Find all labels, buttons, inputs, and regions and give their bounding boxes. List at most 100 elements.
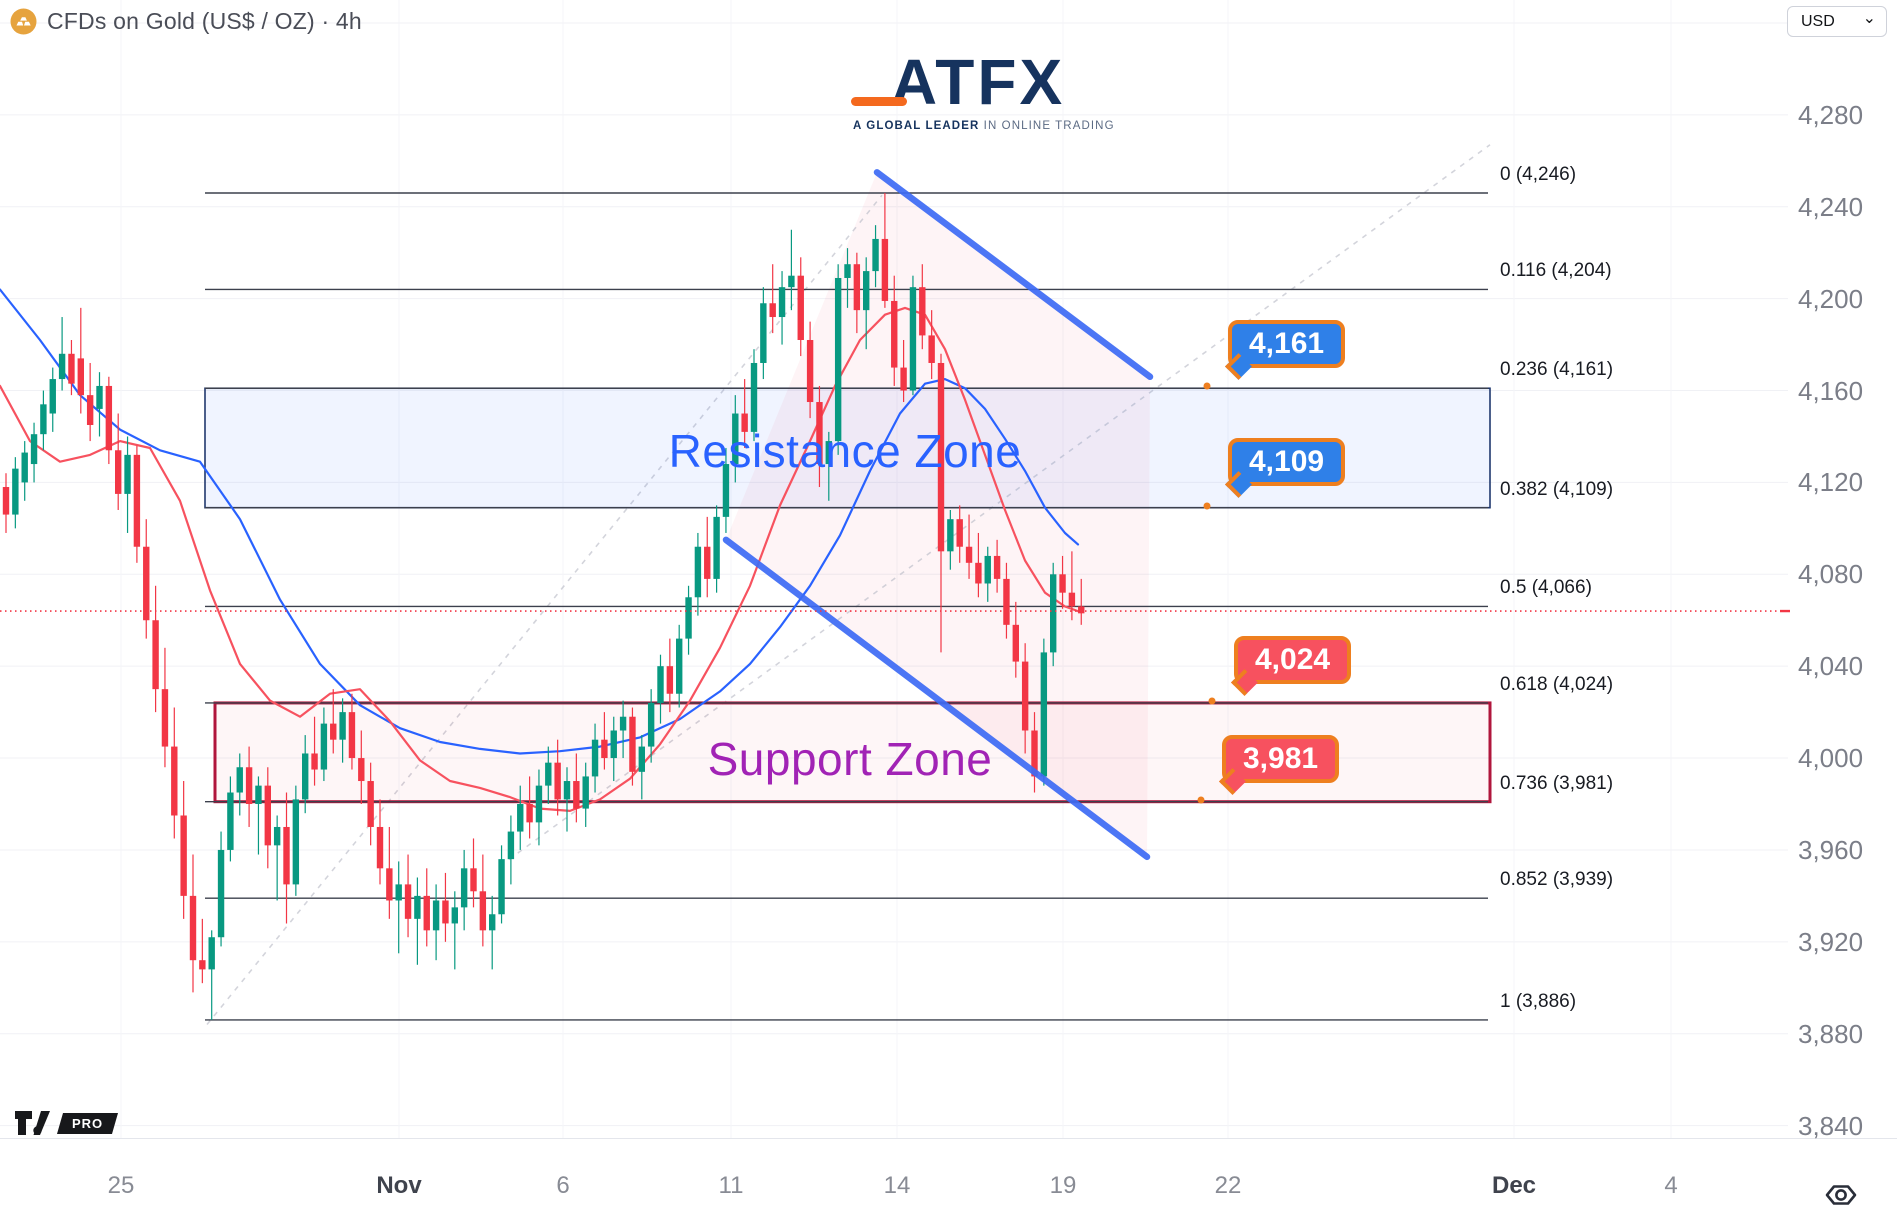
candle-body [395,884,402,901]
candle-body [292,799,300,885]
candle-body [348,712,356,759]
candle-body [1050,574,1057,653]
candle-body [928,335,935,363]
candle-body [49,379,56,414]
price-axis-label: 4,080 [1798,559,1864,590]
callout-anchor-dot [1203,502,1211,510]
atfx-logo-subtitle: A GLOBAL LEADER IN ONLINE TRADING [853,120,1115,132]
candle-body [517,804,524,832]
tradingview-logo[interactable]: PRO [14,1110,119,1136]
candle-body [853,264,861,311]
price-callout-4161[interactable]: 4,161 [1225,320,1346,380]
atfx-logo-accent-bar [851,97,907,106]
price-axis-label: 4,240 [1798,191,1864,222]
currency-select[interactable]: USD ⌄ [1787,6,1887,37]
candle-body [217,849,225,938]
atfx-logo: ATFX A GLOBAL LEADER IN ONLINE TRADING [851,50,1115,132]
fib-level-label: 0.382 (4,109) [1500,478,1614,500]
symbol-header: CFDs on Gold (US$ / OZ) · 4h [10,8,362,35]
candle-body [12,468,19,515]
time-axis-separator [0,1138,1897,1139]
time-axis-label-nov: Nov [376,1172,422,1199]
candle-body [610,730,617,759]
candle-body [1059,574,1066,593]
lower-flag-line [722,536,1151,861]
candle-body [189,895,197,961]
pro-badge: PRO [56,1112,119,1134]
chevron-down-icon: ⌄ [1862,9,1876,27]
candle-body [86,395,94,425]
candle-body [376,826,384,869]
candle-body [573,781,580,809]
fib-anchor-line [206,194,883,1026]
candle-body [1012,624,1019,662]
candle-body [115,450,122,494]
candle-body [96,385,103,409]
candle-body [1068,592,1076,607]
candle-body [760,303,767,363]
fib-level-label: 1 (3,886) [1500,990,1577,1012]
candle-body [863,271,870,311]
candle-body [545,762,552,786]
candle-body [1040,652,1048,777]
candle-body [601,739,608,759]
time-axis-label-4: 4 [1664,1172,1678,1199]
candle-body [956,519,963,547]
time-axis-label-6: 6 [556,1172,570,1199]
candle-body [713,516,720,579]
price-axis-label: 4,040 [1798,651,1864,682]
candle-body [302,753,309,800]
candle-body [77,358,84,396]
candle-body [489,914,496,931]
candle-body [704,546,711,579]
candle-body [236,767,243,793]
candle-body [479,891,487,931]
candle-body [432,900,440,931]
candle-body [582,776,589,809]
fib-level-label: 0.116 (4,204) [1500,260,1612,282]
candle-body [208,937,215,970]
price-axis-label: 4,280 [1798,99,1864,130]
candle-body [676,638,683,694]
price-callout-4109[interactable]: 4,109 [1225,438,1346,498]
candle-body [68,353,75,384]
candle-body [975,562,982,584]
candle-body [227,792,234,850]
support-zone-label: Support Zone [707,733,993,785]
settings-nut-icon[interactable] [1824,1178,1858,1212]
candle-body [984,555,991,584]
time-axis-label-22: 22 [1214,1172,1242,1199]
callout-anchor-dot [1203,382,1211,390]
candle-body [694,546,702,598]
upper-flag-line [873,169,1154,381]
price-callout-3981[interactable]: 3,981 [1219,735,1340,795]
candle-body [629,716,636,772]
candle-body [919,287,926,336]
candle-body [834,277,842,442]
fib-level-label: 0.236 (4,161) [1500,359,1614,381]
candle-body [339,712,346,740]
candle-body [152,620,159,690]
gold-icon [10,8,37,35]
candle-body [133,454,141,547]
candle-body [470,868,477,892]
price-callout-4024[interactable]: 4,024 [1231,636,1352,696]
candle-body [105,385,113,451]
tradingview-mark-icon [15,1111,50,1135]
candle-body [2,487,10,515]
candle-body [30,434,38,465]
candle-body [283,826,290,885]
candle-body [442,900,449,924]
candle-body [1078,606,1085,614]
symbol-title: CFDs on Gold (US$ / OZ) · 4h [47,8,362,34]
candle-body [460,868,468,908]
candle-body [563,781,571,800]
callout-anchor-dot [1197,796,1205,804]
time-axis-label-11: 11 [718,1172,744,1199]
candle-body [685,597,692,639]
candle-body [414,895,421,919]
candle-body [947,519,954,552]
candle-body [40,404,47,435]
